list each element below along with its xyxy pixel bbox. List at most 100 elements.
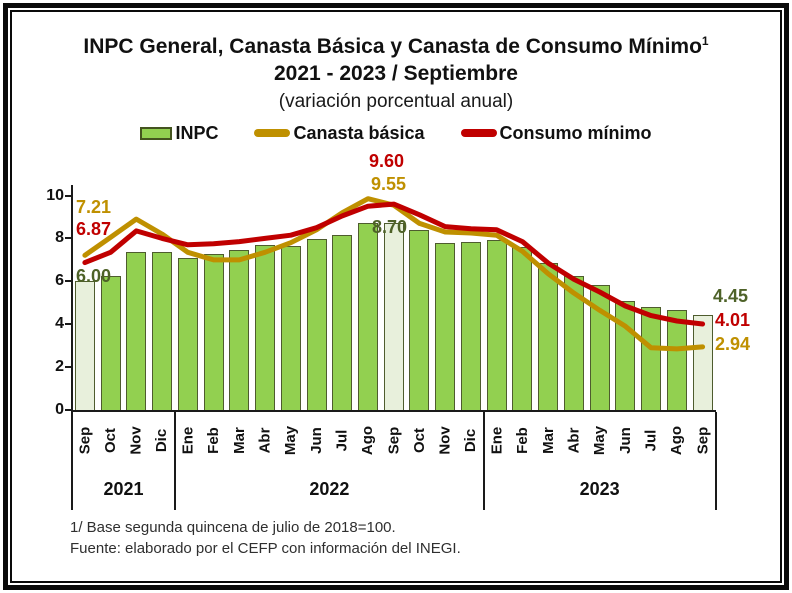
- y-axis-tick-mark: [65, 237, 72, 240]
- y-axis-tick-mark: [65, 366, 72, 369]
- month-label-may-2023: May: [591, 413, 609, 467]
- chart-title: INPC General, Canasta Básica y Canasta d…: [83, 34, 709, 58]
- bar-jul-2022: [332, 235, 353, 410]
- y-axis-tick-mark: [65, 323, 72, 326]
- value-label-canasta-basica-7.21: 7.21: [76, 197, 112, 217]
- bar-feb-2022: [203, 253, 224, 410]
- month-label-text: Dic: [153, 428, 171, 452]
- y-axis-line: [70, 185, 73, 510]
- legend-label-inpc: INPC: [175, 122, 219, 143]
- month-label-feb-2022: Feb: [205, 413, 223, 467]
- month-label-oct-2021: Oct: [102, 413, 120, 467]
- bar-ago-2022: [358, 223, 378, 410]
- bar-jun-2022: [306, 238, 327, 410]
- bar-dic-2021: [152, 252, 173, 410]
- consumo-minimo-line-swatch-icon: [460, 129, 497, 137]
- month-label-nov-2022: Nov: [436, 413, 454, 467]
- month-label-jul-2022: Jul: [333, 413, 351, 467]
- month-label-text: Oct: [410, 427, 428, 453]
- bar-sep-2021: [74, 281, 95, 410]
- bar-ago-2023: [666, 310, 687, 410]
- month-label-sep-2022: Sep: [385, 413, 403, 467]
- legend-item-canasta-basica: Canasta básica: [254, 122, 425, 144]
- month-label-sep-2021: Sep: [76, 413, 94, 467]
- year-label-2021: 2021: [103, 479, 144, 499]
- month-label-oct-2022: Oct: [410, 413, 428, 467]
- bar-abr-2022: [255, 245, 276, 410]
- chart-units-note: (variación porcentual anual): [278, 91, 514, 112]
- month-label-feb-2023: Feb: [513, 413, 531, 467]
- bar-ene-2023: [486, 240, 507, 410]
- year-label-2022: 2022: [309, 479, 350, 499]
- legend-label-canasta-basica: Canasta básica: [293, 122, 425, 143]
- month-label-text: Jun: [616, 426, 634, 454]
- month-label-text: Ene: [179, 426, 197, 454]
- bar-sep-2023: [692, 314, 713, 410]
- footnote-marker: 1: [701, 34, 709, 48]
- year-separator-line: [173, 412, 176, 510]
- value-label-consumo-minimo-6.87: 6.87: [76, 219, 112, 239]
- y-axis-tick-label-8: 8: [55, 229, 64, 247]
- x-axis-line: [70, 409, 716, 412]
- y-axis-tick-mark: [65, 409, 72, 411]
- bar-mar-2023: [538, 263, 559, 410]
- y-axis-tick-label-2: 2: [55, 358, 64, 376]
- month-label-may-2022: May: [282, 413, 300, 467]
- month-label-text: Ago: [359, 425, 377, 455]
- month-label-text: Sep: [76, 426, 94, 454]
- bar-may-2022: [280, 245, 301, 410]
- month-label-text: Mar: [230, 426, 248, 454]
- bar-jul-2023: [641, 307, 662, 410]
- month-label-text: Feb: [205, 426, 223, 454]
- month-label-text: Ago: [668, 425, 686, 455]
- value-label-canasta-basica-9.55: 9.55: [371, 174, 407, 194]
- value-label-inpc-8.70: 8.70: [372, 217, 408, 237]
- y-axis-tick-label-10: 10: [46, 186, 64, 204]
- month-label-text: Nov: [127, 425, 145, 455]
- bar-nov-2022: [435, 242, 456, 410]
- value-label-inpc-6.00: 6.00: [76, 266, 112, 286]
- month-label-abr-2022: Abr: [256, 413, 274, 467]
- month-label-jun-2022: Jun: [308, 413, 326, 467]
- month-label-text: Dic: [462, 428, 480, 452]
- y-axis-tick-label-4: 4: [55, 315, 64, 333]
- value-label-consumo-minimo-4.01: 4.01: [715, 310, 751, 330]
- footnote-base: 1/ Base segunda quincena de julio de 201…: [70, 519, 396, 536]
- bar-ene-2022: [177, 258, 198, 410]
- year-separator-line: [71, 412, 73, 510]
- bar-sep-2022: [383, 223, 404, 410]
- legend-item-inpc: INPC: [140, 123, 218, 144]
- month-label-text: Feb: [513, 426, 531, 454]
- year-separator-line: [714, 412, 717, 510]
- bar-abr-2023: [563, 275, 584, 410]
- bar-nov-2021: [126, 251, 147, 410]
- month-label-text: Jul: [642, 429, 660, 451]
- month-label-mar-2023: Mar: [539, 413, 557, 467]
- bar-dic-2022: [460, 242, 481, 410]
- month-label-sep-2023: Sep: [694, 413, 712, 467]
- y-axis-tick-mark: [65, 194, 72, 197]
- month-label-text: Sep: [694, 426, 712, 454]
- value-label-consumo-minimo-9.60: 9.60: [369, 151, 405, 171]
- year-label-2023: 2023: [579, 479, 620, 499]
- bar-may-2023: [589, 284, 610, 410]
- legend: INPC Canasta básica Consumo mínimo: [0, 119, 792, 147]
- month-label-ene-2023: Ene: [488, 413, 506, 467]
- month-label-nov-2021: Nov: [127, 413, 145, 467]
- month-label-jul-2023: Jul: [642, 413, 660, 467]
- month-label-ene-2022: Ene: [179, 413, 197, 467]
- legend-label-consumo-minimo: Consumo mínimo: [499, 122, 652, 143]
- value-label-canasta-basica-2.94: 2.94: [715, 334, 751, 354]
- y-axis-tick-label-0: 0: [55, 401, 64, 418]
- month-label-text: Oct: [102, 427, 120, 453]
- month-label-text: Jun: [308, 426, 326, 454]
- month-label-abr-2023: Abr: [565, 413, 583, 467]
- month-label-ago-2023: Ago: [668, 413, 686, 467]
- bar-oct-2022: [409, 229, 430, 410]
- month-label-text: Sep: [385, 426, 403, 454]
- month-label-text: May: [282, 425, 300, 455]
- month-label-text: Abr: [565, 427, 583, 453]
- month-label-text: Jul: [333, 429, 351, 451]
- month-label-dic-2022: Dic: [462, 413, 480, 467]
